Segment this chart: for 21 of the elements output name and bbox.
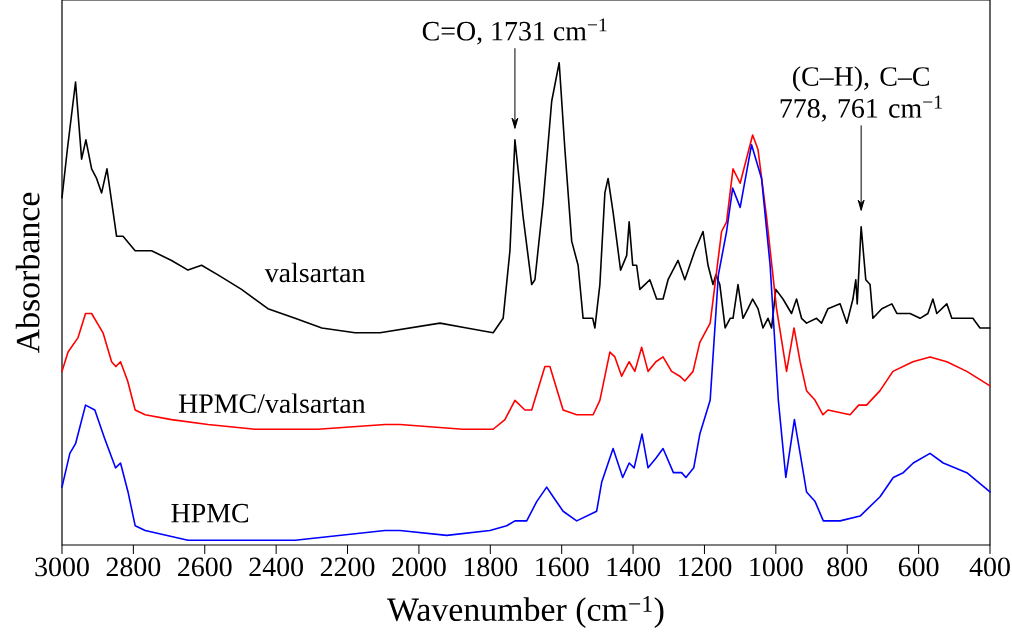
x-tick-label: 1400 [607, 557, 660, 577]
x-tick-label: 600 [898, 557, 939, 577]
x-tick-label: 800 [827, 557, 868, 577]
series-label: HPMC/valsartan [178, 393, 366, 414]
x-tick-label: 1600 [536, 557, 589, 577]
x-tick-label: 2200 [320, 557, 375, 577]
x-tick-label: 1000 [750, 557, 803, 577]
x-tick-label: 2800 [106, 557, 161, 577]
annotation: (C–H), C–C 778, 761 cm$^{−1}$ [780, 66, 942, 122]
x-tick-label: 3000 [35, 557, 89, 577]
x-tick-label: 2000 [392, 557, 446, 577]
series-label: valsartan [264, 262, 365, 283]
x-tick-label: 1800 [464, 557, 518, 577]
text: C=O, 1731 cm$^{−1}$ [422, 18, 607, 45]
series-label: HPMC [171, 503, 249, 523]
x-axis-title: Wavenumber (cm$^{−1}$) [387, 596, 664, 628]
x-tick-label: 2400 [249, 557, 303, 577]
x-tick-label: 2600 [178, 557, 232, 577]
x-tick-label: 1200 [679, 557, 732, 577]
x-tick-label: 400 [969, 557, 1010, 577]
y-axis-title: Absorbance [15, 192, 40, 354]
